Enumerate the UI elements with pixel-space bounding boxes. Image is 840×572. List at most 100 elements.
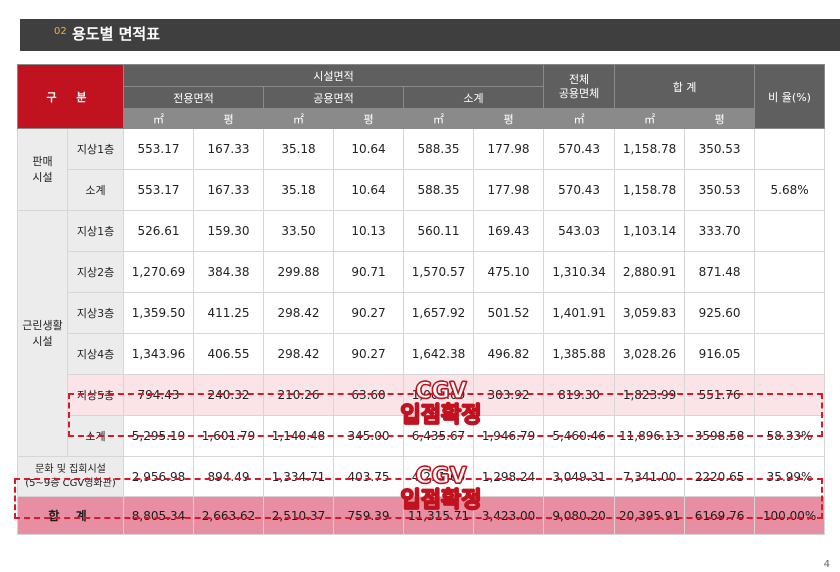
cell: 1,158.78 (614, 128, 686, 170)
header-subtotal: 소계 (403, 86, 545, 109)
cell: 169.43 (473, 210, 545, 252)
stamp-line1: CGV (415, 379, 467, 404)
cell: 35.18 (263, 169, 335, 211)
cell: 303.92 (473, 374, 545, 416)
cell: 100.00% (754, 496, 826, 535)
cell: 35.99% (754, 456, 826, 497)
cell: 2,880.91 (614, 251, 686, 293)
cell: 298.42 (263, 292, 335, 334)
row-label: 지상1층 (66, 128, 125, 170)
cell: 1,385.88 (543, 333, 616, 375)
cell: 475.10 (473, 251, 545, 293)
cell: 8,805.34 (123, 496, 195, 535)
cell: 501.52 (473, 292, 545, 334)
group-retail: 판매 시설 (17, 128, 68, 211)
cell: 167.33 (193, 128, 265, 170)
unit-py: 평 (684, 108, 756, 129)
cell (754, 251, 826, 293)
cell: 1,359.50 (123, 292, 195, 334)
page-number: 4 (823, 559, 830, 570)
cell: 299.88 (263, 251, 335, 293)
header-facility-area: 시설면적 (123, 64, 545, 87)
row-label: 소계 (66, 169, 125, 211)
row-label: 지상1층 (66, 210, 125, 252)
cell (754, 292, 826, 334)
cell: 1,642.38 (403, 333, 475, 375)
cell: 794.43 (123, 374, 195, 416)
cell: 10.13 (333, 210, 405, 252)
cell: 819.30 (543, 374, 616, 416)
cell: 406.55 (193, 333, 265, 375)
group-neighborhood: 근린생활 시설 (17, 210, 68, 457)
row-label: 지상2층 (66, 251, 125, 293)
row-label: 소계 (66, 415, 125, 457)
cell: 90.71 (333, 251, 405, 293)
cell: 1,270.69 (123, 251, 195, 293)
header-exclusive: 전용면적 (123, 86, 265, 109)
cell: 560.11 (403, 210, 475, 252)
cell: 90.27 (333, 292, 405, 334)
cell: 35.18 (263, 128, 335, 170)
row-label: 지상5층 (66, 374, 125, 416)
cell: 588.35 (403, 169, 475, 211)
cell: 570.43 (543, 128, 616, 170)
cell: 894.49 (193, 456, 265, 497)
cell: 403.75 (333, 456, 405, 497)
cell: 3,028.26 (614, 333, 686, 375)
cgv-stamp: CGV 입점확정 (386, 379, 496, 428)
cgv-stamp: CGV 입점확정 (386, 464, 496, 512)
cell: 1,401.91 (543, 292, 616, 334)
cell: 3,049.31 (543, 456, 616, 497)
unit-py: 평 (333, 108, 405, 129)
cell: 496.82 (473, 333, 545, 375)
section-number: 02 (54, 26, 67, 37)
cell: 1,004.69 (403, 374, 475, 416)
cell: 298.42 (263, 333, 335, 375)
cell: 3598.58 (684, 415, 756, 457)
cell: 1,601.79 (193, 415, 265, 457)
cell: 177.98 (473, 128, 545, 170)
cell: 1,310.34 (543, 251, 616, 293)
unit-py: 평 (473, 108, 545, 129)
cell: 526.61 (123, 210, 195, 252)
cell: 1,298.24 (473, 456, 545, 497)
stamp-line2: 입점확정 (400, 403, 482, 428)
total-label: 합 계 (16, 496, 125, 535)
stamp-line1: CGV (415, 464, 467, 489)
cell: 9,080.20 (543, 496, 616, 535)
cell: 10.64 (333, 169, 405, 211)
cell: 3,059.83 (614, 292, 686, 334)
section-title: 용도별 면적표 (72, 25, 161, 43)
header-ratio: 비 율(%) (754, 64, 826, 129)
cell: 210.26 (263, 374, 335, 416)
cell: 33.50 (263, 210, 335, 252)
cell: 2,510.37 (263, 496, 335, 535)
cell: 58.33% (754, 415, 826, 457)
cell: 6169.76 (684, 496, 756, 535)
cell: 350.53 (684, 128, 756, 170)
header-sum: 합 계 (614, 64, 756, 109)
cell: 350.53 (684, 169, 756, 211)
unit-m2: ㎡ (263, 108, 335, 129)
cell: 916.05 (684, 333, 756, 375)
cell: 1,823.99 (614, 374, 686, 416)
cell: 5.68% (754, 169, 826, 211)
cell: 553.17 (123, 128, 195, 170)
cell: 2,956.98 (123, 456, 195, 497)
cell: 1,343.96 (123, 333, 195, 375)
unit-m2: ㎡ (614, 108, 686, 129)
cell: 11,315.71 (403, 496, 475, 535)
cell: 333.70 (684, 210, 756, 252)
cell: 167.33 (193, 169, 265, 211)
cell: 5,460.46 (543, 415, 616, 457)
cell: 871.48 (684, 251, 756, 293)
cell: 1,158.78 (614, 169, 686, 211)
section-header: 02 용도별 면적표 (20, 19, 840, 51)
cell: 1,103.14 (614, 210, 686, 252)
unit-m2: ㎡ (543, 108, 616, 129)
cell: 384.38 (193, 251, 265, 293)
header-common: 공용면적 (263, 86, 405, 109)
cell: 63.60 (333, 374, 405, 416)
cell: 570.43 (543, 169, 616, 211)
unit-m2: ㎡ (123, 108, 195, 129)
